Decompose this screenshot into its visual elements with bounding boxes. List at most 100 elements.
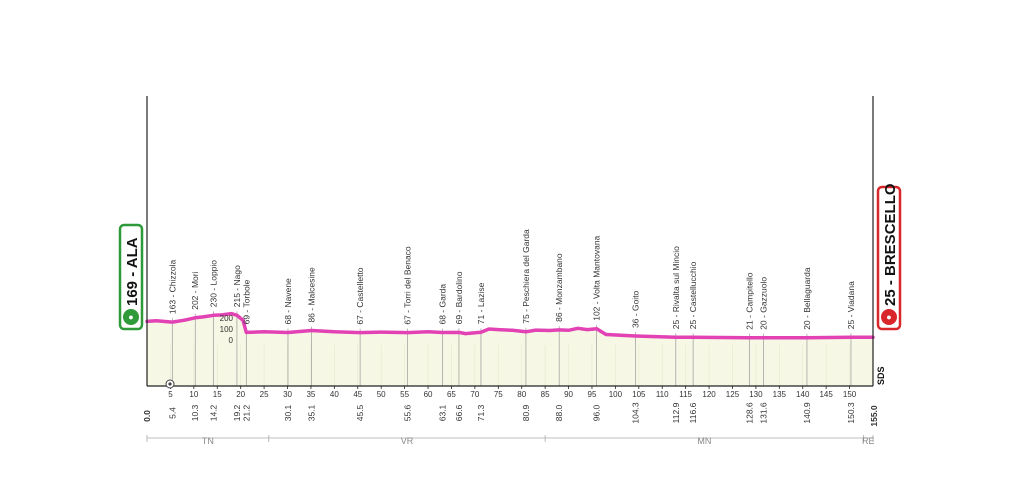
waypoint-distance: 10.3 [190, 404, 200, 421]
finish-distance: 155.0 [869, 405, 879, 427]
start-label: 169 - ALA [124, 237, 141, 306]
x-tick-label: 95 [588, 390, 597, 399]
waypoint-distance: 80.9 [521, 404, 531, 421]
finish-badge: ● 25 - BRESCELLO [876, 183, 902, 331]
x-tick-label: 15 [213, 390, 222, 399]
x-tick-label: 110 [656, 390, 669, 399]
province-label: MN [697, 436, 711, 446]
x-tick-label: 100 [609, 390, 623, 399]
x-tick-label: 130 [749, 390, 763, 399]
waypoint-distance: 14.2 [209, 404, 219, 421]
x-tick-label: 85 [541, 390, 550, 399]
bike-start-icon [123, 309, 139, 325]
bike-glyph-finish: ● [886, 312, 891, 322]
scale-label-0: 0 [229, 336, 234, 345]
x-tick-label: 115 [679, 390, 692, 399]
waypoint-label: 71 - Lazise [476, 282, 486, 324]
x-tick-label: 45 [353, 390, 362, 399]
province-label: TN [202, 436, 214, 446]
waypoint-label: 102 - Volta Mantovana [592, 235, 602, 320]
waypoint-lines [171, 311, 852, 386]
bike-finish-icon [881, 309, 897, 325]
waypoint-label: 36 - Goito [631, 290, 641, 328]
waypoint-label: 163 - Chizzola [167, 259, 177, 314]
province-label: RE [862, 436, 875, 446]
waypoint-distance: 5.4 [167, 407, 177, 419]
scale-label-200: 200 [220, 314, 234, 323]
x-tick-label: 75 [494, 390, 503, 399]
waypoint-distance: 19.2 [232, 404, 242, 421]
waypoint-label: 86 - Monzambano [554, 253, 564, 322]
waypoint-label: 67 - Torri del Benaco [402, 246, 412, 325]
x-tick-label: 120 [702, 390, 716, 399]
x-tick-label: 105 [632, 390, 646, 399]
x-tick-label: 10 [189, 390, 198, 399]
waypoint-label: 21 - Campitello [744, 272, 754, 329]
waypoint-label: 20 - Bellaguarda [802, 267, 812, 330]
waypoint-distance: 116.6 [688, 402, 698, 423]
start-marker-dot [168, 382, 172, 386]
waypoint-distance: 112.9 [671, 402, 681, 423]
x-tick-label: 40 [330, 390, 339, 399]
province-label: VR [401, 436, 414, 446]
waypoint-label: 75 - Peschiera del Garda [521, 229, 531, 324]
waypoint-label: 25 - Rivalta sul Mincio [671, 246, 681, 329]
x-tick-label: 135 [773, 390, 787, 399]
waypoint-distance: 131.6 [758, 402, 768, 424]
waypoint-distance: 21.2 [241, 404, 251, 421]
x-tick-label: 80 [517, 390, 526, 399]
start-distance: 0.0 [142, 410, 152, 422]
waypoint-label: 69 - Bardolino [454, 271, 464, 324]
x-tick-label: 55 [400, 390, 409, 399]
waypoint-label: 68 - Garda [438, 284, 448, 325]
profile-line [145, 311, 875, 340]
finish-label: 25 - BRESCELLO [882, 183, 899, 306]
waypoint-distance: 104.3 [631, 402, 641, 424]
waypoint-distance: 96.0 [592, 404, 602, 421]
waypoint-distance: 71.3 [476, 404, 486, 421]
x-tick-label: 70 [470, 390, 479, 399]
x-tick-label: 30 [283, 390, 292, 399]
waypoint-label: 25 - Castellucchio [688, 261, 698, 329]
waypoint-distance: 55.6 [402, 404, 412, 421]
waypoint-label: 230 - Loppio [209, 260, 219, 308]
waypoint-distance: 140.9 [802, 402, 812, 424]
waypoint-label: 215 - Nago [232, 265, 242, 307]
x-tick-label: 20 [236, 390, 245, 399]
x-tick-label: 60 [424, 390, 433, 399]
waypoint-labels: 163 - Chizzola 202 - Mori 230 - Loppio 215 … [167, 229, 856, 330]
profile-line-layer [145, 311, 875, 340]
start-badge: ● 169 - ALA [118, 223, 144, 331]
waypoint-label: 25 - Viadana [846, 281, 856, 329]
waypoint-label: 67 - Castelletto [355, 267, 365, 324]
x-tick-label: 140 [796, 390, 810, 399]
x-tick-label: 150 [843, 390, 857, 399]
x-tick-label: 35 [306, 390, 315, 399]
waypoint-distance: 150.3 [846, 402, 856, 424]
x-tick-label: 125 [726, 390, 740, 399]
waypoint-label: 202 - Mori [190, 271, 200, 309]
waypoint-label: 69 - Torbole [241, 279, 251, 324]
x-tick-label: 145 [819, 390, 833, 399]
waypoint-distance: 66.6 [454, 404, 464, 421]
waypoint-distance: 35.1 [306, 404, 316, 421]
waypoint-distance: 30.1 [283, 404, 293, 421]
x-tick-label: 65 [447, 390, 456, 399]
waypoint-label: 68 - Navene [283, 278, 293, 325]
scale-label-100: 100 [220, 325, 234, 334]
waypoint-label: 20 - Gazzuolo [758, 277, 768, 330]
x-tick-label: 50 [377, 390, 386, 399]
distance-labels: 5.4 10.3 14.2 19.2 21.2 30.1 35.1 45.5 55.6 63.1 6… [167, 402, 856, 424]
waypoint-distance: 128.6 [744, 402, 754, 424]
waypoint-distance: 88.0 [554, 404, 564, 421]
waypoint-label: 86 - Malcesine [306, 267, 316, 323]
x-tick-label: 90 [564, 390, 573, 399]
x-tick-label: 5 [168, 390, 173, 399]
waypoint-distance: 45.5 [355, 404, 365, 421]
province-strip: TN VR MN RE [146, 435, 875, 446]
waypoint-distance: 63.1 [438, 404, 448, 421]
bike-glyph-start: ● [128, 312, 133, 322]
sds-label: SDS [876, 366, 886, 385]
km-axis: 5 10 15 20 25 30 35 40 45 50 55 60 65 70 75 80 85 90 95 100… [146, 96, 874, 399]
